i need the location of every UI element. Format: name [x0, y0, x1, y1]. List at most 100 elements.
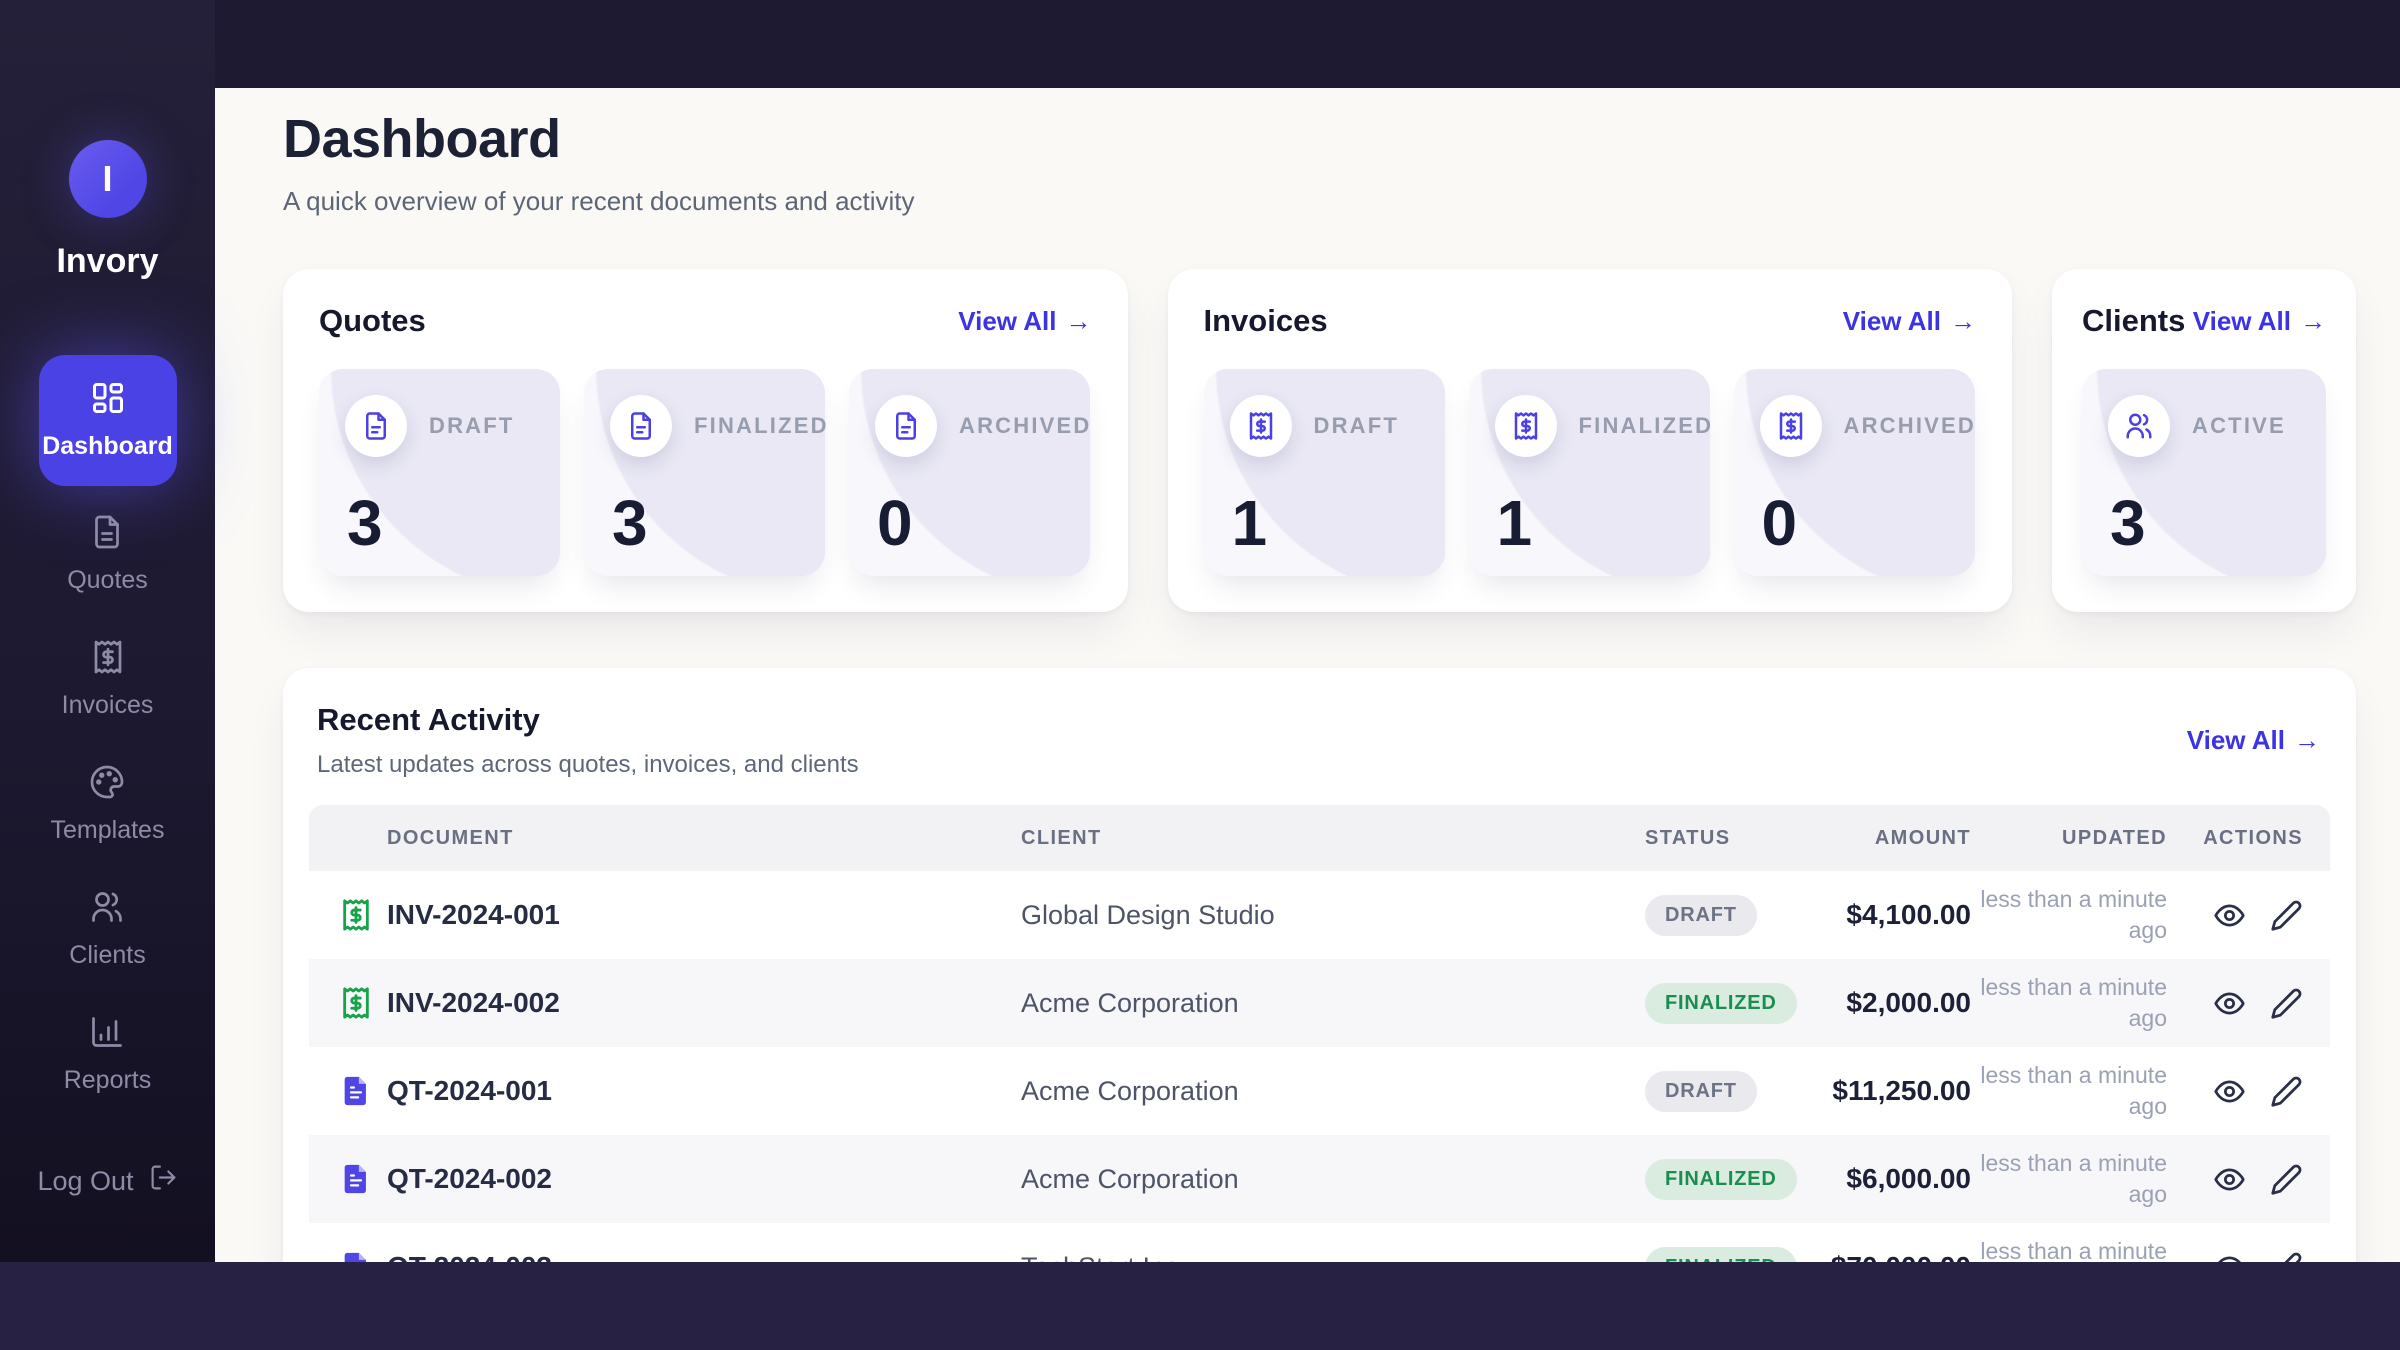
sidebar-item-dashboard[interactable]: Dashboard	[38, 355, 177, 486]
file-text-icon	[345, 395, 407, 457]
stat-label: ACTIVE	[2192, 413, 2286, 438]
col-updated: UPDATED	[2062, 826, 2167, 849]
amount: $70,000.00	[1801, 1251, 1971, 1262]
updated-time: less than a minute ago	[1980, 1149, 2167, 1207]
quotes-finalized-tile: FINALIZED 3	[584, 369, 826, 576]
sidebar-item-clients[interactable]: Clients	[69, 867, 146, 992]
edit-button[interactable]	[2270, 1251, 2303, 1262]
sidebar-item-quotes[interactable]: Quotes	[67, 492, 148, 617]
client-name: TechStart Inc.	[1021, 1252, 1621, 1263]
client-name: Acme Corporation	[1021, 1163, 1239, 1194]
recent-activity-title: Recent Activity	[317, 702, 540, 737]
clients-view-all-link[interactable]: View All →	[2193, 306, 2326, 337]
recent-activity-table: DOCUMENT CLIENT STATUS AMOUNT UPDATED AC…	[309, 805, 2330, 1262]
users-icon	[2108, 395, 2170, 457]
pencil-icon	[2270, 1163, 2303, 1196]
activity-view-all-link[interactable]: View All →	[2187, 725, 2320, 756]
sidebar-item-label: Quotes	[67, 566, 148, 594]
stat-value: 0	[877, 487, 913, 559]
view-button[interactable]	[2213, 987, 2246, 1020]
bottom-bar	[0, 1262, 2400, 1350]
sidebar-item-label: Reports	[63, 1066, 152, 1094]
sidebar-item-templates[interactable]: Templates	[51, 742, 164, 867]
amount: $11,250.00	[1832, 1075, 1971, 1106]
document-id: QT-2024-003	[387, 1251, 1021, 1262]
view-all-label: View All	[2186, 725, 2285, 755]
amount: $4,100.00	[1846, 899, 1971, 930]
recent-activity-card: Recent Activity Latest updates across qu…	[283, 668, 2356, 1262]
stat-label: DRAFT	[1313, 413, 1400, 438]
invoices-card: Invoices View All → DRAFT	[1167, 269, 2012, 612]
view-button[interactable]	[2213, 1163, 2246, 1196]
palette-icon	[89, 764, 125, 807]
invoices-view-all-link[interactable]: View All →	[1843, 306, 1976, 337]
stat-label: FINALIZED	[1578, 413, 1714, 438]
sidebar-item-reports[interactable]: Reports	[63, 992, 152, 1117]
invoice-receipt-icon	[339, 898, 373, 932]
quote-file-icon	[339, 1162, 373, 1196]
receipt-icon	[90, 639, 126, 682]
stat-value: 3	[612, 487, 648, 559]
view-all-label: View All	[958, 305, 1057, 336]
status-badge: FINALIZED	[1645, 982, 1797, 1024]
pencil-icon	[2270, 899, 2303, 932]
table-row: INV-2024-001 Global Design Studio DRAFT …	[309, 871, 2330, 959]
quotes-card: Quotes View All → DRAFT 3	[283, 269, 1128, 612]
arrow-right-icon: →	[2300, 305, 2326, 336]
receipt-icon	[1759, 395, 1822, 457]
invoices-draft-tile: DRAFT 1	[1204, 369, 1445, 576]
table-row: QT-2024-003 TechStart Inc. FINALIZED $70…	[309, 1223, 2330, 1262]
pencil-icon	[2270, 987, 2303, 1020]
sidebar-item-label: Clients	[69, 941, 146, 969]
quotes-archived-tile: ARCHIVED 0	[849, 369, 1090, 576]
sidebar-item-label: Dashboard	[42, 432, 173, 460]
col-status: STATUS	[1645, 826, 1731, 849]
stat-value: 3	[347, 487, 383, 559]
logout-button[interactable]: Log Out	[37, 1163, 177, 1199]
table-row: INV-2024-002 Acme Corporation FINALIZED …	[309, 959, 2330, 1047]
status-badge: FINALIZED	[1645, 1158, 1797, 1200]
sidebar-item-invoices[interactable]: Invoices	[61, 617, 154, 742]
document-id: INV-2024-001	[387, 899, 560, 930]
arrow-right-icon: →	[2294, 725, 2320, 755]
app-name: Invory	[56, 242, 159, 280]
view-button[interactable]	[2213, 1251, 2246, 1262]
file-text-icon	[89, 514, 125, 557]
amount: $6,000.00	[1846, 1163, 1971, 1194]
edit-button[interactable]	[2270, 987, 2303, 1020]
arrow-right-icon: →	[1065, 305, 1092, 336]
invoice-receipt-icon	[339, 986, 373, 1020]
amount: $2,000.00	[1846, 987, 1971, 1018]
edit-button[interactable]	[2270, 1075, 2303, 1108]
sidebar-item-label: Invoices	[61, 691, 154, 719]
quotes-card-title: Quotes	[319, 303, 426, 338]
arrow-right-icon: →	[1950, 305, 1976, 336]
receipt-icon	[1494, 395, 1557, 457]
view-all-label: View All	[2192, 305, 2291, 336]
logout-label: Log Out	[37, 1165, 134, 1196]
eye-icon	[2213, 899, 2246, 932]
page-title: Dashboard	[283, 109, 561, 169]
quotes-view-all-link[interactable]: View All →	[958, 306, 1091, 337]
view-button[interactable]	[2213, 1075, 2246, 1108]
stat-label: ARCHIVED	[1843, 413, 1976, 438]
recent-activity-subtitle: Latest updates across quotes, invoices, …	[317, 751, 859, 778]
updated-time: less than a minute ago	[1980, 1237, 2167, 1262]
file-text-icon	[875, 395, 937, 457]
edit-button[interactable]	[2270, 899, 2303, 932]
document-id: INV-2024-002	[387, 987, 560, 1018]
users-icon	[89, 889, 125, 932]
edit-button[interactable]	[2270, 1163, 2303, 1196]
app-logo-letter: I	[102, 158, 113, 199]
stat-label: FINALIZED	[694, 413, 829, 438]
file-text-icon	[610, 395, 672, 457]
pencil-icon	[2270, 1251, 2303, 1262]
receipt-icon	[1229, 395, 1292, 457]
view-button[interactable]	[2213, 899, 2246, 932]
status-badge: FINALIZED	[1645, 1246, 1797, 1262]
client-name: Acme Corporation	[1021, 1075, 1239, 1106]
app-logo[interactable]: I	[68, 140, 147, 218]
summary-cards-row: Quotes View All → DRAFT 3	[283, 269, 2356, 612]
quotes-draft-tile: DRAFT 3	[319, 369, 560, 576]
status-badge: DRAFT	[1645, 1070, 1757, 1112]
